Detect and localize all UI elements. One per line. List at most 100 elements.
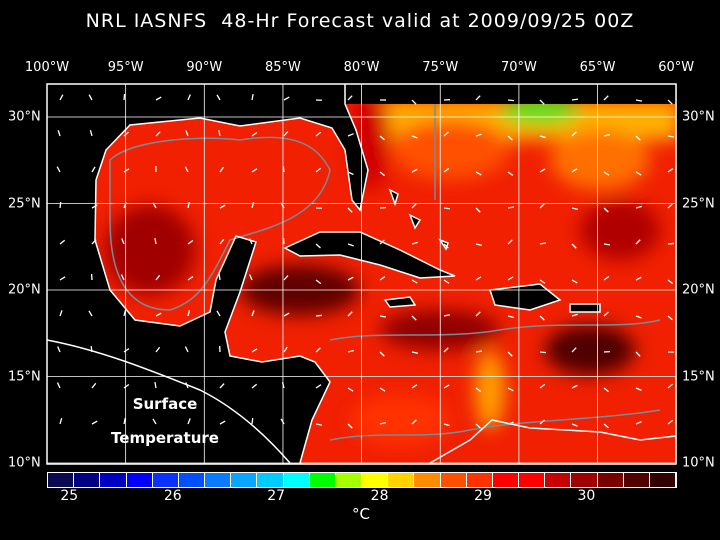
- wind-vector: [185, 382, 189, 389]
- wind-vector: [571, 423, 578, 427]
- wind-vector: [283, 275, 289, 281]
- wind-vector: [218, 129, 221, 137]
- wind-vector: [667, 419, 674, 425]
- lat-label: 30°N: [682, 109, 715, 125]
- wind-vector: [603, 311, 609, 317]
- wind-vector: [635, 387, 642, 392]
- wind-vector: [635, 315, 642, 319]
- wind-vector: [539, 135, 546, 139]
- lat-label: 30°N: [8, 109, 41, 125]
- wind-vector: [411, 241, 418, 245]
- wind-vector: [283, 130, 289, 137]
- wind-vector: [443, 347, 449, 353]
- wind-vector: [667, 135, 675, 138]
- lat-label: 20°N: [8, 282, 41, 298]
- lon-label: 60°W: [658, 60, 695, 75]
- wind-vector: [218, 273, 221, 281]
- wind-vectors: [56, 93, 675, 429]
- colorbar-swatch: [440, 473, 467, 487]
- wind-vector: [57, 346, 61, 353]
- wind-vector: [379, 239, 385, 245]
- wind-vector: [251, 202, 255, 209]
- wind-vector: [123, 417, 126, 425]
- wind-vector: [184, 346, 189, 353]
- wind-vector: [282, 237, 285, 245]
- wind-vector: [315, 279, 322, 285]
- wind-vector: [91, 420, 98, 425]
- wind-vector: [667, 99, 673, 105]
- wind-vector: [219, 204, 226, 209]
- wind-vector: [315, 314, 323, 317]
- colorbar-tick-label: 26: [163, 488, 182, 504]
- wind-vector: [635, 205, 642, 209]
- wind-vector: [443, 167, 450, 173]
- wind-vector: [603, 134, 610, 137]
- wind-vector: [411, 351, 419, 354]
- wind-vector: [539, 351, 547, 354]
- wind-vector: [475, 171, 482, 176]
- wind-vector: [315, 131, 322, 137]
- wind-vector: [347, 423, 353, 429]
- wind-vector: [443, 314, 451, 317]
- wind-vector: [59, 276, 66, 281]
- wind-vector: [249, 274, 253, 281]
- wind-vector: [216, 310, 221, 317]
- colorbar-swatch: [492, 473, 520, 487]
- colorbar-unit: °C: [352, 505, 370, 523]
- wind-vector: [635, 135, 641, 141]
- overlay-label-temperature: Temperature: [111, 429, 219, 447]
- colorbar-swatch: [545, 473, 572, 487]
- wind-vector: [347, 311, 353, 317]
- wind-vector: [347, 133, 354, 137]
- wind-vector: [571, 313, 578, 317]
- wind-vector: [187, 276, 194, 281]
- lat-label: 10°N: [8, 455, 41, 471]
- wind-vector: [57, 130, 61, 137]
- wind-vector: [347, 243, 354, 247]
- wind-vector: [507, 171, 514, 176]
- wind-vector: [443, 384, 450, 389]
- wind-vector: [411, 135, 418, 139]
- wind-vector: [507, 421, 514, 425]
- lat-label: 25°N: [682, 196, 715, 211]
- wind-vector: [539, 383, 546, 389]
- colorbar-swatch: [597, 473, 624, 487]
- wind-vector: [219, 383, 225, 389]
- wind-vector: [379, 315, 387, 318]
- wind-vector: [91, 166, 96, 173]
- wind-vector: [123, 168, 130, 173]
- wind-vector: [667, 203, 673, 209]
- puerto-rico: [569, 303, 601, 313]
- wind-vector: [251, 93, 254, 101]
- wind-vector: [603, 207, 609, 213]
- wind-vector: [315, 423, 323, 426]
- jamaica: [383, 296, 417, 308]
- wind-vector: [283, 346, 288, 353]
- colorbar-tick-label: 27: [267, 488, 286, 504]
- wind-vector: [411, 99, 417, 105]
- wind-vector: [443, 207, 451, 210]
- lat-label: 10°N: [682, 455, 715, 471]
- wind-vector: [507, 135, 513, 141]
- wind-vector: [667, 383, 674, 389]
- colorbar-swatch: [257, 473, 284, 487]
- colorbar-swatch: [466, 473, 493, 487]
- wind-vector: [219, 238, 225, 245]
- lon-label: 70°W: [500, 60, 537, 75]
- lon-label: 75°W: [422, 60, 459, 75]
- wind-vector: [347, 95, 353, 101]
- wind-vector: [155, 96, 162, 101]
- lon-label: 65°W: [579, 60, 616, 75]
- wind-vector: [315, 167, 322, 173]
- wind-vector: [88, 310, 93, 317]
- lat-label: 25°N: [8, 196, 41, 211]
- overlay-label-surface: Surface: [132, 395, 198, 413]
- wind-vector: [251, 348, 258, 353]
- wind-vector: [603, 95, 609, 101]
- colorbar-swatch: [571, 473, 598, 487]
- wind-vector: [347, 207, 353, 213]
- colorbar-swatch: [649, 473, 677, 487]
- colorbar-swatch: [283, 473, 310, 487]
- wind-vector: [571, 279, 578, 284]
